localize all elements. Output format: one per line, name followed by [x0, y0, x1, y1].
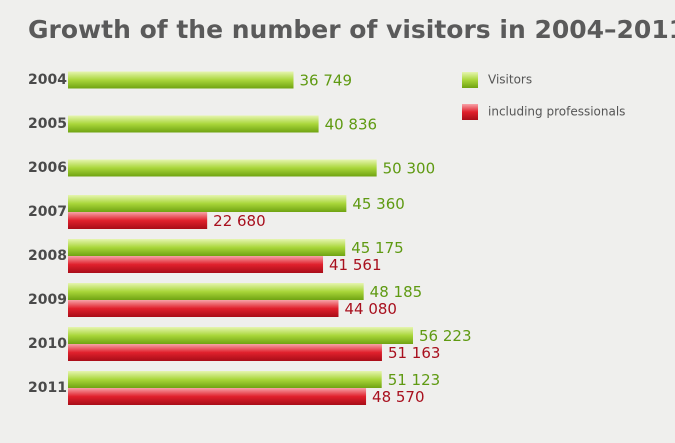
bar [68, 344, 382, 361]
bar [68, 327, 413, 344]
value-label: 22 680 [213, 212, 266, 230]
value-label: 48 570 [372, 388, 425, 406]
value-label: 40 836 [325, 116, 378, 134]
bar [68, 300, 339, 317]
legend-label: including professionals [488, 105, 625, 119]
bar [68, 371, 382, 388]
bar [68, 239, 346, 256]
value-label: 51 123 [388, 371, 441, 389]
y-tick-label: 2009 [28, 292, 67, 308]
value-label: 51 163 [388, 344, 441, 362]
value-label: 36 749 [300, 72, 353, 90]
value-label: 44 080 [344, 300, 397, 318]
bar [68, 212, 208, 229]
value-label: 45 360 [352, 195, 405, 213]
y-tick-label: 2006 [28, 160, 67, 176]
y-tick-label: 2008 [28, 248, 67, 264]
legend-swatch [462, 72, 478, 88]
bar [68, 159, 377, 177]
y-tick-label: 2011 [28, 380, 67, 396]
y-tick-label: 2004 [28, 72, 67, 88]
y-tick-label: 2005 [28, 116, 67, 132]
legend-swatch [462, 104, 478, 120]
chart-title: Growth of the number of visitors in 2004… [28, 15, 675, 44]
value-label: 56 223 [419, 327, 472, 345]
value-label: 45 175 [351, 239, 404, 257]
y-tick-label: 2010 [28, 336, 67, 352]
bar [68, 388, 367, 405]
legend-label: Visitors [488, 73, 532, 87]
bar [68, 71, 294, 89]
bar [68, 256, 324, 273]
bar [68, 283, 364, 300]
bar [68, 115, 319, 133]
value-label: 50 300 [383, 160, 436, 178]
bar [68, 195, 347, 212]
value-label: 48 185 [370, 283, 423, 301]
y-tick-label: 2007 [28, 204, 67, 220]
value-label: 41 561 [329, 256, 382, 274]
